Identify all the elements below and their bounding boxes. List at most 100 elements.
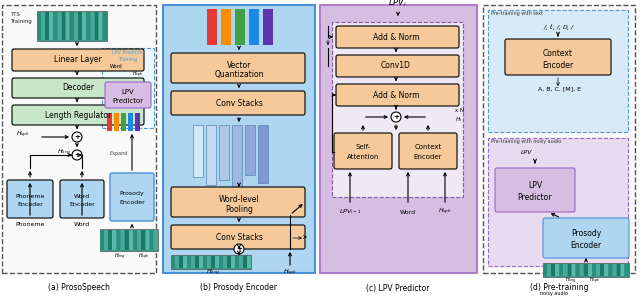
FancyBboxPatch shape: [334, 133, 392, 169]
Bar: [135, 113, 140, 131]
Bar: [609, 264, 612, 276]
Text: Phoneme: Phoneme: [15, 193, 45, 198]
Bar: [263, 9, 273, 45]
Bar: [243, 256, 246, 268]
FancyBboxPatch shape: [60, 180, 104, 218]
Bar: [90, 12, 94, 40]
Bar: [102, 48, 154, 128]
FancyBboxPatch shape: [336, 55, 459, 77]
Bar: [163, 5, 315, 273]
Circle shape: [72, 132, 82, 142]
Text: Quantization: Quantization: [214, 71, 264, 80]
Bar: [547, 264, 550, 276]
Bar: [133, 230, 137, 250]
Bar: [171, 255, 251, 269]
Text: Prosody: Prosody: [571, 229, 601, 238]
Text: Encoder: Encoder: [543, 60, 573, 69]
Text: LPV: LPV: [122, 89, 134, 95]
Bar: [600, 264, 604, 276]
Bar: [488, 10, 628, 132]
Bar: [78, 12, 82, 40]
Bar: [211, 256, 214, 268]
Bar: [141, 230, 145, 250]
Bar: [219, 256, 223, 268]
FancyBboxPatch shape: [543, 218, 629, 258]
Bar: [41, 12, 45, 40]
Text: Word: Word: [110, 64, 123, 69]
Bar: [625, 264, 628, 276]
Bar: [103, 12, 106, 40]
Text: Decoder: Decoder: [62, 83, 94, 92]
FancyBboxPatch shape: [505, 39, 611, 75]
Bar: [193, 125, 203, 177]
Text: $H_{spk}$: $H_{spk}$: [438, 207, 452, 217]
FancyBboxPatch shape: [495, 168, 575, 212]
Bar: [596, 264, 600, 276]
FancyBboxPatch shape: [171, 225, 305, 249]
Bar: [580, 264, 584, 276]
Bar: [61, 12, 65, 40]
Text: (d) Pre-training: (d) Pre-training: [530, 283, 588, 293]
Bar: [203, 256, 207, 268]
Bar: [207, 256, 211, 268]
Text: Conv Stacks: Conv Stacks: [216, 99, 262, 108]
Text: +: +: [236, 246, 242, 252]
FancyBboxPatch shape: [171, 187, 305, 217]
Text: Add & Norm: Add & Norm: [372, 32, 419, 41]
Bar: [150, 230, 154, 250]
Text: $H_{spk}$: $H_{spk}$: [16, 130, 31, 140]
Text: Word-level: Word-level: [219, 195, 259, 204]
Text: Linear Layer: Linear Layer: [54, 55, 102, 64]
Text: +: +: [74, 134, 80, 140]
Bar: [621, 264, 625, 276]
Text: $H_{ling}$: $H_{ling}$: [205, 268, 220, 278]
Bar: [332, 22, 463, 197]
Bar: [86, 12, 90, 40]
Circle shape: [72, 150, 82, 160]
Bar: [227, 256, 230, 268]
Text: Predictor: Predictor: [113, 98, 143, 104]
Bar: [54, 12, 57, 40]
Bar: [215, 256, 218, 268]
FancyBboxPatch shape: [12, 49, 144, 71]
Text: Training: Training: [118, 57, 138, 61]
Bar: [320, 5, 477, 273]
FancyBboxPatch shape: [399, 133, 457, 169]
FancyBboxPatch shape: [171, 53, 305, 83]
Text: LPV: LPV: [521, 150, 532, 156]
Bar: [235, 256, 239, 268]
Bar: [592, 264, 596, 276]
Bar: [563, 264, 567, 276]
Bar: [70, 12, 74, 40]
Text: Prosody: Prosody: [120, 190, 145, 195]
FancyBboxPatch shape: [110, 173, 154, 221]
Text: $H_{spk}$: $H_{spk}$: [283, 268, 297, 278]
Bar: [95, 12, 99, 40]
Text: Pre-training with text: Pre-training with text: [491, 12, 543, 16]
Bar: [219, 125, 229, 180]
Text: Encoder: Encoder: [69, 203, 95, 207]
FancyBboxPatch shape: [7, 180, 53, 218]
Text: $LPV_i$: $LPV_i$: [388, 0, 408, 9]
Bar: [488, 138, 628, 266]
Circle shape: [234, 244, 244, 254]
Bar: [107, 113, 112, 131]
Bar: [129, 230, 132, 250]
Text: Attention: Attention: [347, 154, 379, 160]
FancyBboxPatch shape: [171, 91, 305, 115]
Text: Self-: Self-: [355, 144, 371, 150]
Text: $H_{ling}$: $H_{ling}$: [565, 276, 577, 286]
Bar: [191, 256, 195, 268]
Bar: [100, 230, 104, 250]
Text: noisy audio: noisy audio: [540, 291, 568, 296]
Text: Phoneme: Phoneme: [15, 223, 45, 227]
Bar: [195, 256, 198, 268]
Text: Encoder: Encoder: [413, 154, 442, 160]
Bar: [187, 256, 191, 268]
Bar: [207, 9, 217, 45]
Bar: [231, 256, 234, 268]
Bar: [121, 230, 124, 250]
Bar: [239, 256, 243, 268]
Bar: [543, 264, 547, 276]
Bar: [183, 256, 186, 268]
